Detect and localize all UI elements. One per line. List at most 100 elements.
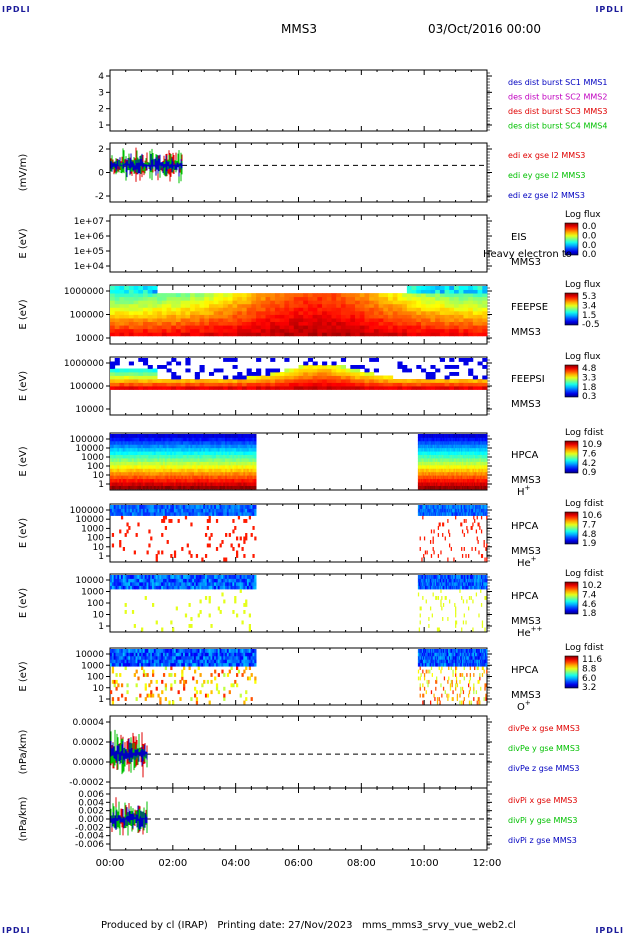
spectrogram-cell	[383, 322, 388, 326]
spectrogram-cell	[393, 307, 398, 311]
spectrogram-cell	[449, 383, 454, 387]
spectrogram-cell	[152, 286, 157, 290]
spectrogram-cell	[421, 311, 426, 315]
y-tick-label: 100000	[70, 311, 105, 321]
spectrogram-cell	[294, 386, 299, 390]
spectrogram-cell	[138, 369, 143, 373]
spectrogram-cell	[412, 379, 417, 383]
spectrogram-cell	[407, 322, 412, 326]
spectrogram-cell	[336, 325, 341, 329]
spectrogram-cell	[412, 315, 417, 319]
spectrogram-cell	[445, 290, 450, 294]
spectrogram-cell	[157, 383, 162, 387]
spectrogram-cell	[214, 379, 219, 383]
spectrogram-cell	[459, 311, 464, 315]
spectrogram-cell	[124, 300, 129, 304]
spectrogram-cell	[402, 322, 407, 326]
spectrogram-cell	[397, 329, 402, 333]
spectrogram-cell	[426, 372, 431, 376]
spectrogram-cell	[468, 307, 473, 311]
spectrogram-cell	[468, 311, 473, 315]
spectrogram-cell	[289, 369, 294, 373]
spectrogram-cell	[459, 286, 464, 290]
spectrogram-cell	[331, 372, 336, 376]
spectrogram-cell	[402, 311, 407, 315]
spectrogram-cell	[284, 325, 289, 329]
spectrogram-cell	[341, 304, 346, 308]
spectrogram-cell	[228, 304, 233, 308]
spectrogram-cell	[463, 362, 468, 366]
spectrogram-cell	[110, 286, 115, 290]
spectrogram-cell	[280, 386, 285, 390]
spectrogram-cell	[218, 379, 223, 383]
spectrogram-cell	[430, 386, 435, 390]
spectrogram-cell	[171, 304, 176, 308]
spectrogram-cell	[110, 362, 115, 366]
spectrogram-cell	[280, 318, 285, 322]
spectrogram-cell	[289, 297, 294, 301]
spectrogram-cell	[195, 379, 200, 383]
spectrogram-cell	[228, 383, 233, 387]
spectrogram-cell	[478, 362, 483, 366]
spectrogram-cell	[152, 300, 157, 304]
spectrogram-cell	[204, 322, 209, 326]
spectrogram-cell	[486, 444, 487, 448]
spectrogram-cell	[115, 358, 120, 362]
spectrogram-cell	[463, 332, 468, 336]
spectrogram-cell	[322, 386, 327, 390]
spectrogram-cell	[350, 325, 355, 329]
spectrogram-cell	[115, 329, 120, 333]
spectrogram-cell	[167, 379, 172, 383]
spectrogram-cell	[254, 486, 256, 490]
spectrogram-cell	[223, 322, 228, 326]
spectrogram-cell	[223, 329, 228, 333]
spectrogram-cell	[463, 386, 468, 390]
spectrogram-cell	[454, 311, 459, 315]
spectrogram-cell	[346, 318, 351, 322]
spectrogram-cell	[251, 297, 256, 301]
spectrogram-cell	[209, 311, 214, 315]
spectrogram-cell	[299, 325, 304, 329]
spectrogram-cell	[445, 322, 450, 326]
spectrogram-cell	[185, 358, 190, 362]
spectrogram-cell	[355, 329, 360, 333]
spectrogram-cell	[148, 290, 153, 294]
spectrogram-cell	[435, 318, 440, 322]
spectrogram-cell	[270, 304, 275, 308]
spectrogram-cell	[143, 293, 148, 297]
spectrogram-cell	[383, 293, 388, 297]
spectrogram-cell	[251, 372, 256, 376]
spectrogram-cell	[317, 369, 322, 373]
spectrogram-cell	[303, 300, 308, 304]
spectrogram-cell	[223, 311, 228, 315]
spectrogram-cell	[421, 318, 426, 322]
y-tick-label: 1	[98, 552, 104, 562]
spectrogram-cell	[445, 329, 450, 333]
spectrogram-cell	[350, 311, 355, 315]
spectrogram-cell	[181, 329, 186, 333]
spectrogram-cell	[426, 300, 431, 304]
spectrogram-cell	[445, 386, 450, 390]
y-tick-label: 1e+05	[74, 247, 104, 257]
spectrogram-cell	[327, 332, 332, 336]
spectrogram-cell	[478, 383, 483, 387]
spectrogram-cell	[303, 376, 308, 380]
spectrogram-cell	[124, 318, 129, 322]
spectrogram-cell	[185, 379, 190, 383]
spectrogram-cell	[119, 544, 121, 548]
spectrogram-cell	[247, 383, 252, 387]
spectrogram-cell	[190, 325, 195, 329]
spectrogram-cell	[459, 300, 464, 304]
spectrogram-cell	[181, 307, 186, 311]
spectrogram-cell	[364, 293, 369, 297]
spectrogram-cell	[445, 297, 450, 301]
spectrogram-cell	[388, 386, 393, 390]
spectrogram-cell	[317, 318, 322, 322]
spectrogram-cell	[322, 332, 327, 336]
spectrogram-cell	[313, 365, 318, 369]
spectrogram-cell	[426, 290, 431, 294]
spectrogram-cell	[185, 362, 190, 366]
spectrogram-cell	[341, 315, 346, 319]
spectrogram-cell	[317, 293, 322, 297]
spectrogram-cell	[280, 325, 285, 329]
